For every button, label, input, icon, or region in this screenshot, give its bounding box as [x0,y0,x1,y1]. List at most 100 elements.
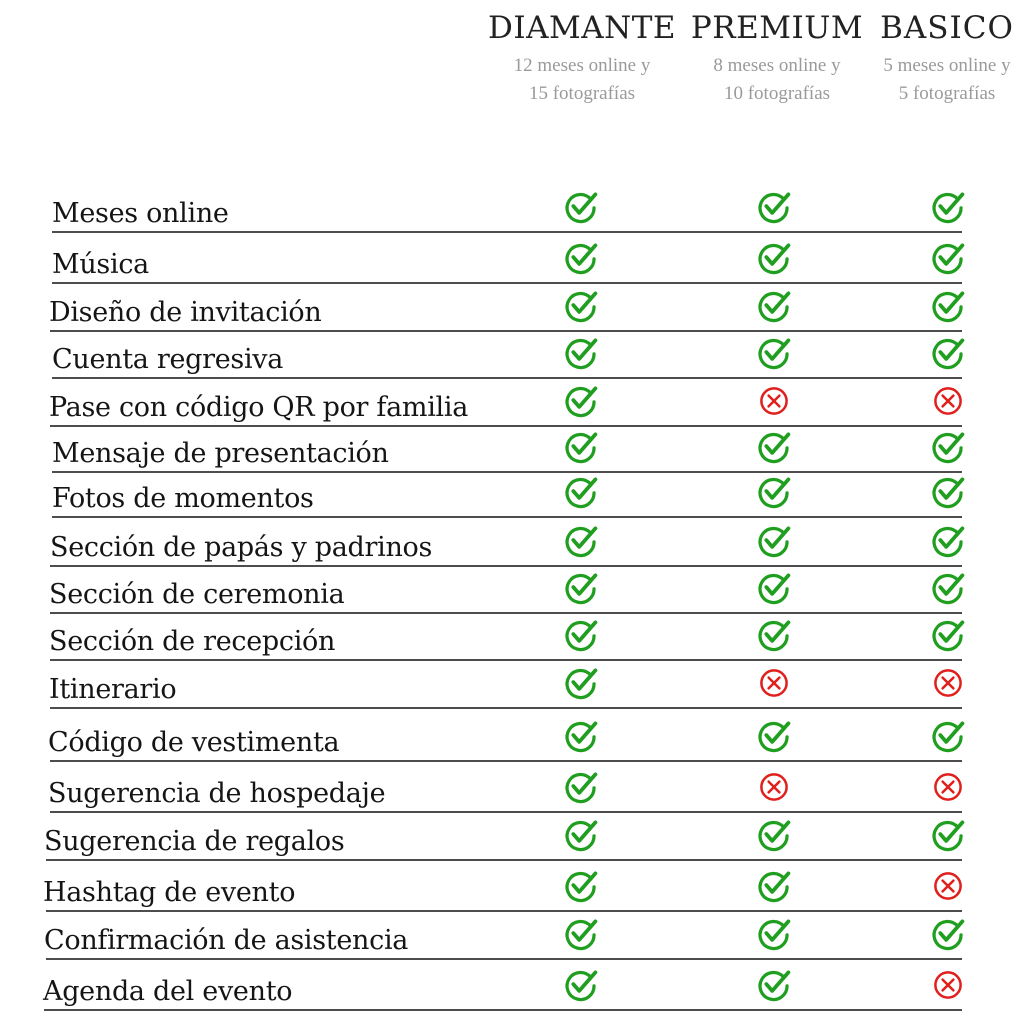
check-circle-icon [756,916,792,952]
check-circle-icon [563,383,599,419]
plan-header-basico: BASICO 5 meses online y 5 fotografías [852,8,1024,108]
plan-header-diamante: DIAMANTE 12 meses online y 15 fotografía… [487,8,677,108]
feature-label: Sección de ceremonia [49,579,345,610]
table-row: Sección de papás y padrinos [0,519,1024,567]
feature-label: Fotos de momentos [52,483,314,514]
feature-label: Meses online [52,198,229,229]
feature-label: Agenda del evento [43,976,293,1007]
plan-description-line1: 5 meses online y [883,55,1011,76]
check-circle-icon [756,240,792,276]
x-circle-icon [930,665,966,701]
check-circle-icon [930,240,966,276]
check-circle-icon [930,288,966,324]
check-circle-icon [756,570,792,606]
check-circle-icon [563,967,599,1003]
check-circle-icon [563,570,599,606]
table-row: Pase con código QR por familia [0,379,1024,427]
table-row: Cuenta regresiva [0,331,1024,379]
feature-label: Música [52,249,149,280]
plan-description: 8 meses online y 10 fotografías [682,52,872,108]
check-circle-icon [756,868,792,904]
table-row: Fotos de momentos [0,470,1024,518]
check-circle-icon [756,817,792,853]
feature-label: Confirmación de asistencia [44,925,409,956]
check-circle-icon [930,523,966,559]
plan-description-line1: 8 meses online y [713,55,841,76]
feature-label: Código de vestimenta [48,727,340,758]
check-circle-icon [930,335,966,371]
check-circle-icon [930,817,966,853]
row-divider [50,330,962,332]
row-divider [50,811,962,813]
check-circle-icon [756,617,792,653]
row-divider [46,910,962,912]
plan-description-line2: 10 fotografías [723,83,831,104]
check-circle-icon [756,718,792,754]
row-divider [52,516,962,518]
feature-label: Mensaje de presentación [52,438,389,469]
check-circle-icon [563,240,599,276]
check-circle-icon [756,523,792,559]
plan-header-premium: PREMIUM 8 meses online y 10 fotografías [682,8,872,108]
x-circle-icon [930,967,966,1003]
feature-label: Diseño de invitación [49,297,322,328]
check-circle-icon [930,617,966,653]
feature-label: Sección de recepción [49,626,336,657]
check-circle-icon [930,474,966,510]
row-divider [52,377,962,379]
plan-description: 12 meses online y 15 fotografías [487,52,677,108]
check-circle-icon [563,718,599,754]
feature-label: Itinerario [49,674,177,705]
row-divider [44,1009,962,1011]
plan-description-line1: 12 meses online y [513,55,651,76]
plan-name: BASICO [880,10,1014,46]
row-divider [50,760,962,762]
check-circle-icon [930,429,966,465]
table-row: Sección de recepción [0,613,1024,661]
table-row: Confirmación de asistencia [0,912,1024,960]
x-circle-icon [930,868,966,904]
feature-label: Sección de papás y padrinos [50,532,433,563]
row-divider [50,425,962,427]
plan-description-line2: 15 fotografías [528,83,636,104]
check-circle-icon [563,474,599,510]
check-circle-icon [756,335,792,371]
row-divider [46,859,962,861]
check-circle-icon [563,868,599,904]
check-circle-icon [563,335,599,371]
row-divider [46,958,962,960]
table-row: Itinerario [0,661,1024,709]
check-circle-icon [930,189,966,225]
row-divider [50,707,962,709]
check-circle-icon [930,916,966,952]
x-circle-icon [756,665,792,701]
x-circle-icon [930,383,966,419]
feature-label: Sugerencia de hospedaje [48,778,386,809]
x-circle-icon [756,769,792,805]
check-circle-icon [756,474,792,510]
table-row: Hashtag de evento [0,864,1024,912]
row-divider [52,282,962,284]
table-row: Sección de ceremonia [0,566,1024,614]
feature-label: Sugerencia de regalos [44,826,345,857]
table-row: Meses online [0,185,1024,233]
check-circle-icon [930,718,966,754]
check-circle-icon [756,288,792,324]
table-row: Código de vestimenta [0,714,1024,762]
check-circle-icon [563,189,599,225]
plan-description: 5 meses online y 5 fotografías [852,52,1024,108]
row-divider [50,659,962,661]
row-divider [52,231,962,233]
check-circle-icon [563,817,599,853]
feature-label: Hashtag de evento [43,877,296,908]
check-circle-icon [563,523,599,559]
row-divider [50,565,962,567]
x-circle-icon [756,383,792,419]
check-circle-icon [930,570,966,606]
check-circle-icon [563,617,599,653]
check-circle-icon [563,665,599,701]
check-circle-icon [756,967,792,1003]
x-circle-icon [930,769,966,805]
table-row: Mensaje de presentación [0,425,1024,473]
check-circle-icon [563,429,599,465]
